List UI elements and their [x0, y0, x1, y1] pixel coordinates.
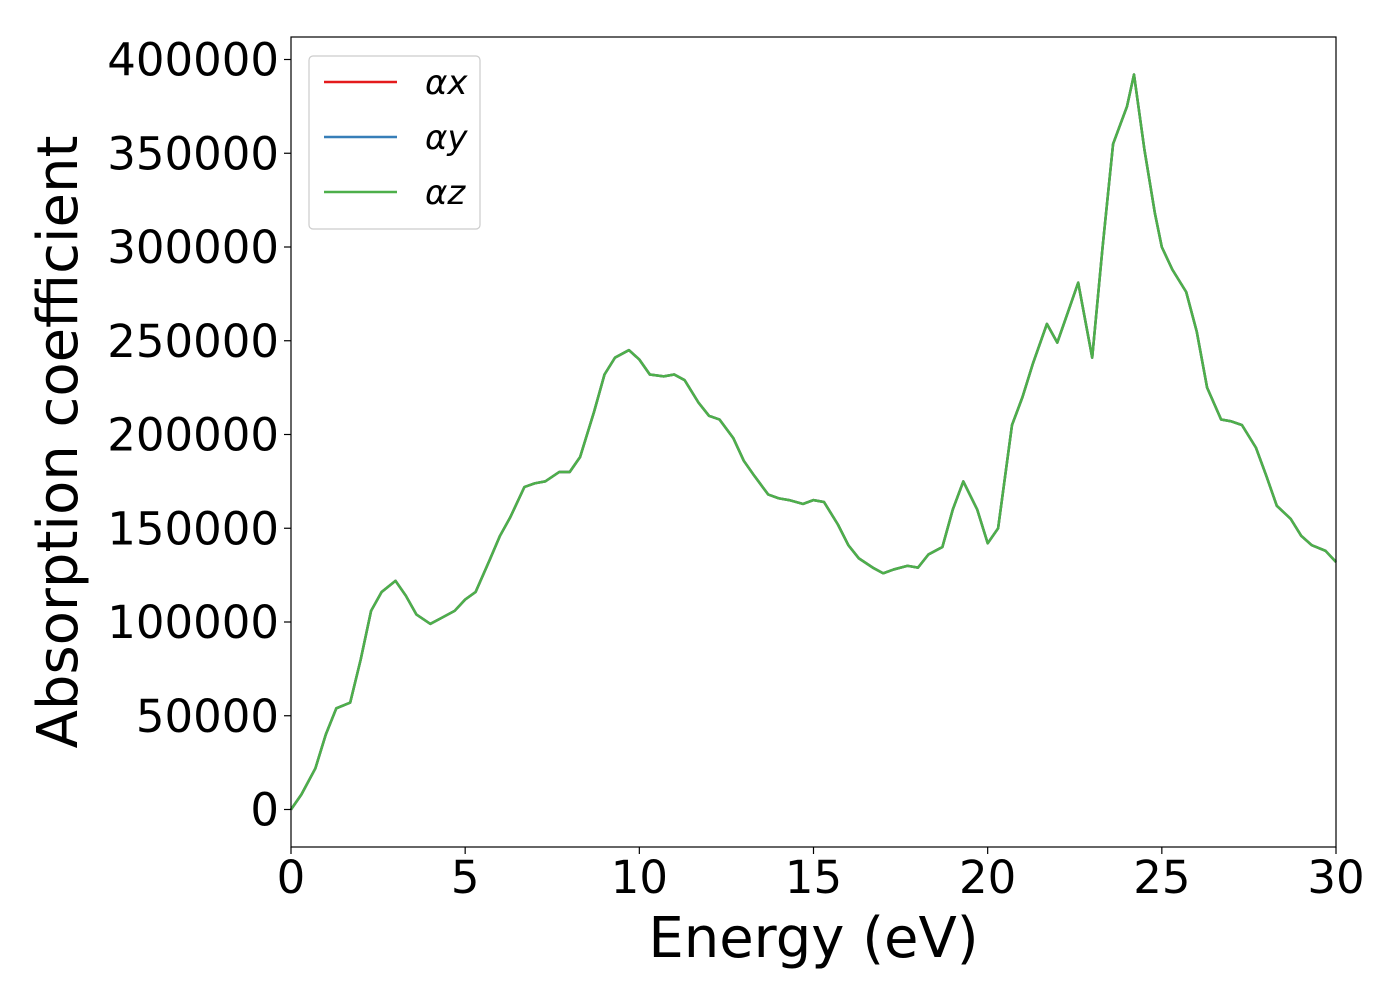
y-tick-label: 400000: [107, 34, 279, 87]
y-tick-label: 300000: [107, 221, 279, 274]
y-axis-label: Absorption coefficient: [26, 136, 91, 749]
x-tick-label: 25: [1133, 851, 1190, 904]
x-tick-label: 0: [277, 851, 306, 904]
legend-label: αy: [425, 118, 468, 158]
x-tick-label: 5: [451, 851, 480, 904]
y-tick-label: 250000: [107, 315, 279, 368]
y-tick-label: 0: [250, 784, 279, 837]
x-axis-label: Energy (eV): [648, 906, 978, 971]
plot-frame: [290, 36, 1337, 848]
x-tick-label: 20: [959, 851, 1016, 904]
y-tick-label: 100000: [107, 596, 279, 649]
x-tick-label: 15: [785, 851, 842, 904]
series-line: [289, 73, 1337, 811]
legend-box: [308, 55, 481, 230]
y-tick-label: 50000: [136, 690, 279, 743]
x-tick-label: 30: [1307, 851, 1364, 904]
x-tick-label: 10: [611, 851, 668, 904]
legend-label: αx: [425, 63, 468, 103]
legend-label: αz: [425, 173, 466, 213]
y-axis-ticks: 0 50000 100000 150000 200000 250000 300000 3500…: [107, 34, 291, 837]
y-tick-label: 200000: [107, 409, 279, 462]
y-tick-label: 350000: [107, 127, 279, 180]
x-axis-ticks: 0 5 10 15 20 25 30: [277, 847, 1365, 904]
y-tick-label: 150000: [107, 502, 279, 555]
series-layer: [289, 73, 1337, 811]
legend: αx αy αz: [308, 55, 481, 230]
